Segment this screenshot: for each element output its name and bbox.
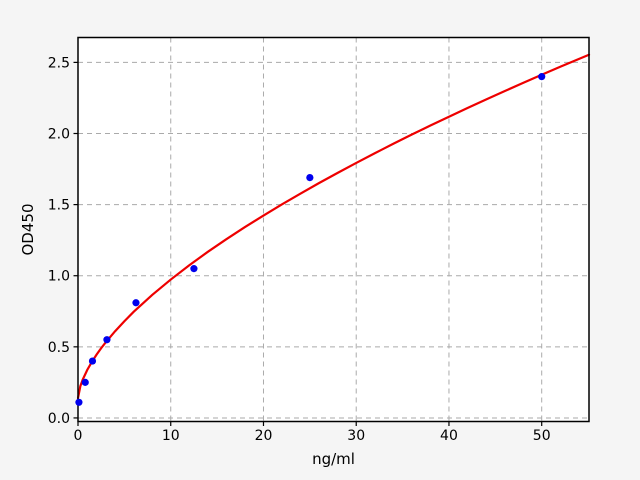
data-point [306, 173, 314, 182]
x-tick-label: 20 [255, 428, 273, 444]
data-point [103, 336, 111, 344]
y-tick-label: 2.5 [48, 55, 70, 71]
data-point [75, 398, 83, 406]
x-tick-label: 40 [440, 428, 458, 444]
y-tick-label: 1.0 [48, 269, 70, 285]
plot-area [78, 37, 589, 422]
data-point [81, 378, 89, 386]
x-axis-label: ng/ml [312, 450, 355, 468]
data-point [190, 265, 198, 273]
plot-frame [77, 36, 590, 423]
data-point [538, 73, 546, 81]
y-tick-label: 2.0 [48, 127, 70, 143]
y-tick-label: 0.5 [48, 340, 70, 356]
fit-curve-line [76, 53, 591, 400]
data-point [88, 357, 97, 365]
y-tick-label: 1.5 [48, 198, 70, 214]
y-tick-label: 0.0 [48, 411, 70, 427]
y-axis-label: OD450 [19, 204, 37, 256]
data-point [132, 299, 140, 307]
x-tick-label: 0 [74, 428, 83, 444]
x-tick-label: 50 [533, 428, 551, 444]
x-tick-label: 30 [347, 428, 365, 444]
x-tick-label: 10 [162, 428, 180, 444]
